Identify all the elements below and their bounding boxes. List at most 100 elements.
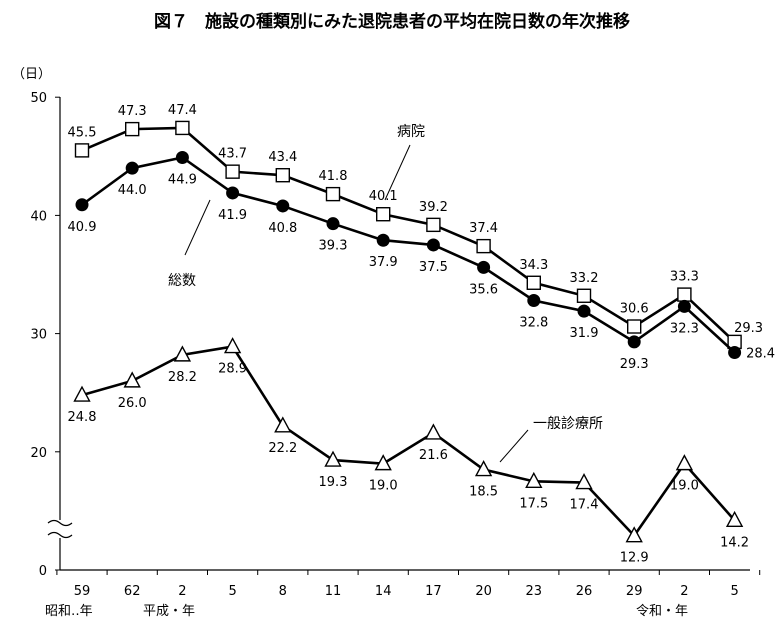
series-layer: 45.5 47.3 47.4 43.7 43.4 41.8 40.1 39.2 37.4 34.3… (68, 103, 776, 566)
data-label-total: 37.5 (419, 260, 448, 275)
data-label-total: 28.4 (746, 347, 775, 362)
data-label-clinic: 22.2 (268, 441, 297, 456)
x-tick-label: 62 (124, 584, 141, 599)
x-tick-label: 29 (626, 584, 643, 599)
data-label-total: 39.3 (319, 239, 348, 254)
data-label-clinic: 24.8 (68, 410, 97, 425)
data-point-clinic (274, 416, 292, 433)
data-label-total: 37.9 (369, 255, 398, 270)
callout-line-total (184, 199, 211, 256)
data-point-total (527, 294, 541, 308)
x-tick-label: 2 (178, 584, 186, 599)
series-label-total: 総数 (168, 273, 196, 289)
callout-line-hospital (384, 144, 411, 201)
data-point-total (276, 199, 290, 213)
x-tick-label: 14 (375, 584, 392, 599)
data-point-clinic (223, 337, 242, 354)
data-label-total: 40.8 (268, 221, 297, 236)
data-point-hospital (376, 207, 391, 222)
data-point-total (627, 335, 641, 349)
data-label-hospital: 33.2 (570, 271, 599, 286)
data-point-total (728, 346, 742, 360)
x-tick-label: 5 (228, 584, 236, 599)
data-point-hospital (476, 238, 491, 254)
data-label-clinic: 17.5 (519, 496, 548, 511)
x-tick-label: 8 (279, 584, 287, 599)
data-label-hospital: 29.3 (734, 321, 763, 336)
callout-line-clinic (499, 429, 529, 463)
data-point-total (677, 299, 691, 313)
data-point-clinic (725, 510, 744, 528)
data-label-total: 32.3 (670, 321, 699, 336)
series-line-clinic (81, 345, 736, 538)
data-point-clinic (575, 473, 593, 490)
data-point-total (577, 304, 591, 318)
data-label-clinic: 28.2 (168, 370, 197, 385)
series-line-total (81, 156, 736, 354)
data-label-hospital: 39.2 (419, 200, 448, 215)
data-point-clinic (625, 526, 643, 543)
era-label-showa: 昭和‥年 (45, 604, 93, 619)
data-point-hospital (325, 186, 341, 202)
series-callouts: 病院 総数 一般診療所 (168, 124, 603, 463)
axis-break (47, 519, 73, 539)
data-label-clinic: 19.0 (670, 479, 699, 494)
data-label-total: 40.9 (68, 220, 97, 235)
data-label-total: 29.3 (620, 357, 649, 372)
x-tick-label: 11 (325, 584, 342, 599)
x-tick-label: 20 (475, 584, 492, 599)
y-ticks: 0 20 30 40 50 (30, 91, 60, 579)
data-point-hospital (74, 143, 90, 158)
era-labels: 昭和‥年 平成・年 令和・年 (45, 604, 688, 619)
data-label-clinic: 26.0 (118, 396, 147, 411)
data-point-total (125, 161, 139, 175)
data-point-total (426, 238, 440, 252)
data-label-hospital: 33.3 (670, 270, 699, 285)
data-label-hospital: 47.4 (168, 103, 197, 118)
data-label-hospital: 43.7 (218, 147, 247, 162)
data-label-hospital: 34.3 (519, 258, 548, 273)
x-tick-label: 2 (680, 584, 688, 599)
data-point-clinic (374, 454, 392, 471)
data-point-hospital (627, 319, 642, 334)
series-total: 40.9 44.0 44.9 41.9 40.8 39.3 37.9 37.5 35.6 32.8… (68, 150, 775, 372)
data-point-hospital (677, 287, 692, 302)
data-point-clinic (123, 371, 141, 388)
data-point-hospital (275, 168, 290, 183)
data-point-hospital (225, 164, 240, 179)
data-point-total (376, 233, 390, 247)
data-point-hospital (526, 275, 541, 290)
data-point-total (175, 150, 189, 164)
data-label-clinic: 14.2 (720, 535, 749, 550)
x-tick-label: 23 (526, 584, 543, 599)
data-label-clinic: 17.4 (570, 498, 599, 513)
series-line-hospital (81, 126, 736, 343)
data-label-total: 35.6 (469, 282, 498, 297)
data-point-clinic (675, 454, 694, 471)
data-point-clinic (73, 385, 91, 402)
data-label-hospital: 43.4 (268, 150, 297, 165)
data-label-hospital: 47.3 (118, 104, 147, 119)
era-label-heisei: 平成・年 (143, 604, 195, 619)
chart-title: 図７ 施設の種類別にみた退院患者の平均在院日数の年次推移 (154, 11, 630, 32)
data-point-hospital (426, 217, 441, 233)
data-label-clinic: 28.9 (218, 362, 247, 377)
series-label-clinic: 一般診療所 (533, 415, 603, 432)
data-label-total: 44.9 (168, 172, 197, 187)
data-point-hospital (124, 121, 140, 137)
data-label-clinic: 19.0 (369, 479, 398, 494)
x-tick-label: 59 (74, 584, 91, 599)
data-point-total (75, 198, 89, 212)
y-tick-label: 30 (30, 328, 47, 343)
data-label-hospital: 30.6 (620, 302, 649, 317)
data-point-total (477, 260, 491, 274)
data-label-clinic: 21.6 (419, 448, 448, 463)
x-tick-label: 26 (576, 584, 593, 599)
data-label-hospital: 40.1 (369, 189, 398, 204)
y-unit-label: （日） (12, 67, 51, 82)
data-point-total (226, 186, 240, 200)
data-point-clinic (324, 450, 342, 467)
y-tick-label: 0 (39, 564, 47, 579)
data-label-clinic: 19.3 (319, 475, 348, 490)
